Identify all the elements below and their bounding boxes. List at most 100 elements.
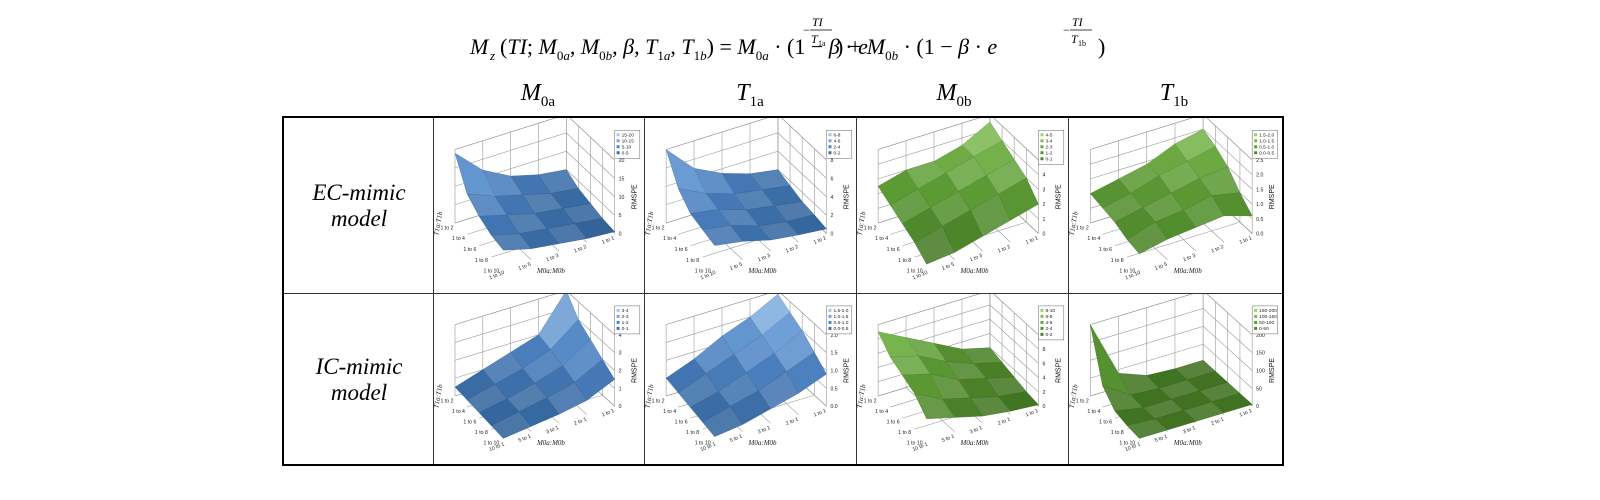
- legend-entry: 4-6: [1045, 320, 1052, 326]
- y-tick-label: 1 to 10: [695, 269, 711, 275]
- z-tick-label: 6: [830, 176, 833, 182]
- z-tick-label: 1.0: [1256, 202, 1263, 208]
- surface: [1089, 128, 1253, 255]
- grid-divider: [284, 293, 1282, 294]
- legend-swatch: [616, 145, 620, 149]
- chart-ic-m0b: 0246810RMSPE1 to 12 to 13 to 15 to 110 t…: [857, 294, 1068, 464]
- z-tick-label: 0: [619, 404, 622, 410]
- z-tick-label: 2: [1042, 202, 1045, 208]
- grid-divider: [433, 118, 434, 464]
- z-axis-label: RMSPE: [632, 184, 639, 209]
- y-tick-label: 1 to 8: [475, 258, 488, 264]
- y-tick-label: 1 to 2: [652, 398, 665, 404]
- z-axis: 0 5 10 15 20 RMSPE: [619, 158, 639, 238]
- y-tick-label: 1 to 6: [1099, 247, 1112, 253]
- legend-swatch: [1040, 151, 1044, 155]
- x-tick-label: 10 to 1: [488, 441, 505, 453]
- legend-entry: 15-20: [622, 132, 635, 138]
- y-tick-label: 1 to 8: [1111, 258, 1124, 264]
- x-tick-label: 2 to 1: [997, 417, 1011, 427]
- y-tick-label: 1 to 10: [483, 269, 499, 275]
- legend-swatch: [1254, 151, 1258, 155]
- x-tick-label: 10 to 1: [1124, 441, 1141, 453]
- legend-swatch: [828, 145, 832, 149]
- surface: [877, 331, 1039, 419]
- y-tick-label: 1 to 6: [463, 419, 476, 425]
- legend-swatch: [1254, 314, 1258, 318]
- z-tick-label: 1.5: [830, 351, 837, 357]
- surface-facet: [914, 226, 955, 265]
- x-tick-label: 2 to 1: [1210, 417, 1224, 427]
- z-tick-label: 2: [830, 213, 833, 219]
- y-axis-label: T1a:T1b: [1069, 210, 1080, 236]
- legend: 1.5-2.01.0-1.50.5-1.00.0-0.5: [1251, 130, 1278, 159]
- x-tick-label: 1 to 2: [997, 244, 1011, 254]
- z-tick-label: 2.0: [830, 333, 837, 339]
- z-tick-label: 1.5: [1256, 187, 1263, 193]
- y-tick-label: 1 to 2: [440, 225, 453, 231]
- col-header-m0b: M0b: [936, 80, 972, 110]
- z-tick-label: 0.5: [830, 386, 837, 392]
- chart-ic-t1b: 0 50 100 150 200 RMSPE 1 to 1 2 to 1 3 to 1 5 to …: [1069, 294, 1282, 464]
- legend-entry: 4-5: [1045, 132, 1052, 138]
- x-tick-label: 1 to 1: [1025, 408, 1039, 418]
- z-axis: 0 1 2 3 4 RMSPE: [619, 333, 639, 410]
- x-tick-label: 2 to 1: [573, 417, 587, 427]
- formula-close: ): [1098, 34, 1105, 59]
- legend-entry: 10-15: [622, 138, 635, 144]
- surface-chart-svg: 0.0 0.5 1.0 1.5 2.0 RMSPE 1 to 1 2 to 1 3 to 1 5 …: [645, 294, 853, 453]
- z-tick-label: 200: [1256, 333, 1265, 339]
- z-axis-label: RMSPE: [1269, 358, 1276, 383]
- y-tick-label: 1 to 6: [675, 247, 688, 253]
- grid-divider: [856, 118, 857, 464]
- legend-entry: 0-2: [833, 150, 840, 156]
- x-tick-label: 3 to 1: [1182, 425, 1196, 435]
- x-tick-label: 1 to 10: [488, 270, 505, 282]
- formula-exp-a-num: TI: [812, 15, 824, 29]
- legend-entry: 5-10: [622, 144, 632, 150]
- x-tick-label: 1 to 10: [700, 270, 717, 282]
- formula-exp-b-num: TI: [1072, 15, 1084, 29]
- x-axis: 1 to 1 1 to 2 1 to 3 1 to 5 1 to 10 M0a:M0b: [488, 235, 615, 281]
- grid-divider: [1068, 118, 1069, 464]
- legend: 6-84-62-40-2: [826, 130, 853, 159]
- surface: [665, 149, 827, 246]
- y-tick-label: 1 to 10: [1119, 269, 1135, 275]
- x-tick-label: 1 to 1: [813, 408, 827, 418]
- z-tick-label: 3: [1042, 187, 1045, 193]
- legend-entry: 0-2: [1045, 332, 1052, 338]
- y-tick-label: 1 to 2: [1076, 398, 1089, 404]
- y-tick-label: 1 to 4: [875, 409, 888, 415]
- legend-entry: 3-4: [622, 308, 629, 314]
- surface-facet: [1126, 221, 1168, 255]
- z-tick-label: 2: [1042, 390, 1045, 396]
- formula-lhs-args: (TI; M0a, M0b, β, T1a, T1b) = M0a · (1 −…: [500, 34, 868, 63]
- legend-swatch: [1254, 133, 1258, 137]
- x-tick-label: 1 to 5: [941, 262, 955, 272]
- z-tick-label: 3: [619, 351, 622, 357]
- legend: 1.5-2.01.0-1.50.5-1.00.0-0.5: [826, 305, 853, 335]
- y-tick-label: 1 to 4: [663, 236, 676, 242]
- z-tick-label: 0: [619, 232, 622, 238]
- y-tick-label: 1 to 2: [1076, 225, 1089, 231]
- legend-swatch: [828, 308, 832, 312]
- surface-facet: [1126, 418, 1168, 439]
- legend-swatch: [616, 139, 620, 143]
- x-axis-label: M0a:M0b: [960, 439, 989, 447]
- z-tick-label: 8: [1042, 347, 1045, 353]
- z-axis: 0 2 4 6 8 RMSPE: [830, 158, 850, 238]
- y-tick-label: 1 to 6: [887, 247, 900, 253]
- x-axis-label: M0a:M0b: [748, 267, 777, 275]
- y-tick-label: 1 to 4: [452, 409, 465, 415]
- legend-entry: 1-2: [1045, 150, 1052, 156]
- legend-entry: 3-4: [1045, 138, 1052, 144]
- legend-swatch: [616, 320, 620, 324]
